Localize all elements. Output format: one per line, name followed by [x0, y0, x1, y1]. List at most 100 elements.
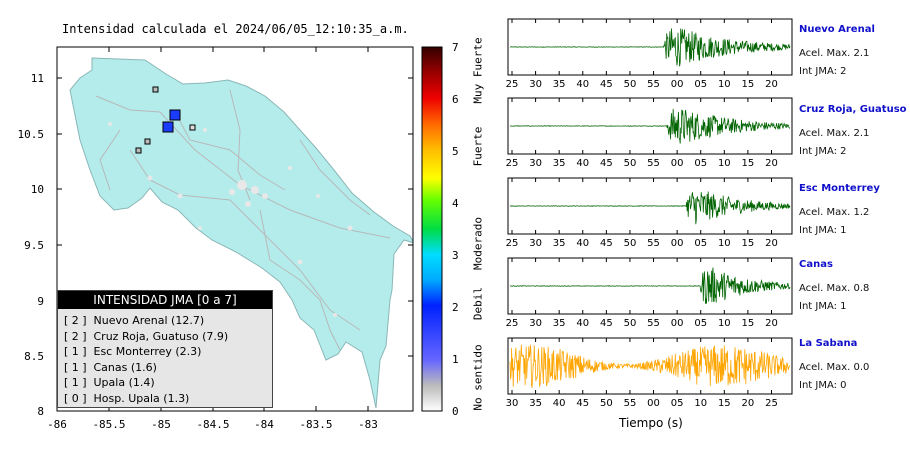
map-frame: [56, 46, 414, 412]
map-tick-labels: -86 -85.5 -85 -84.5 -84 -83.5 -83 11 10.5 10 9.5 9 8…: [18, 72, 378, 431]
seismogram-tick-label: 50: [624, 238, 637, 249]
legend-item: [ 1 ] Esc Monterrey (2.3): [62, 344, 272, 360]
legend-level: [ 1 ]: [64, 376, 87, 389]
seismogram-panel: 25 30 35 40 45 50 55 00 05 10 15 20: [506, 177, 793, 249]
map-x-tick-label: -83: [358, 418, 378, 431]
seismogram-tick-label: 40: [576, 318, 589, 329]
colorbar-tick: 5: [452, 145, 459, 158]
seismogram-tick-label: 25: [506, 158, 519, 169]
station-name-esc-monterrey: Esc Monterrey: [799, 183, 880, 194]
legend-item: [ 1 ] Upala (1.4): [62, 375, 272, 391]
colorbar-tick: 4: [452, 197, 459, 210]
map-y-tick-label: 11: [31, 72, 44, 85]
seismogram-panel: 25 30 35 40 45 50 55 00 05 10 15 20: [506, 257, 793, 329]
seismogram-tick-label: 55: [647, 79, 660, 90]
seismogram-tick-label: 30: [506, 398, 519, 409]
map-x-tick-label: -85.5: [92, 418, 125, 431]
seismogram-panel: 30 35 40 45 50 55 00 05 10 15 20 25: [506, 337, 793, 409]
map-title: Intensidad calculada el 2024/06/05_12:10…: [62, 22, 409, 36]
seismogram-tick-label: 50: [624, 79, 637, 90]
seismogram-tick-label: 20: [765, 318, 778, 329]
legend-item: [ 2 ] Cruz Roja, Guatuso (7.9): [62, 329, 272, 345]
seismogram-trace: [509, 344, 791, 388]
map-x-tick-label: -84: [254, 418, 274, 431]
map-x-tick-label: -86: [47, 418, 67, 431]
seismogram-tick-label: 55: [624, 398, 637, 409]
seismogram-tick-label: 40: [553, 398, 566, 409]
seismogram-panel: 25 30 35 40 45 50 55 00 05 10 15 20: [506, 97, 793, 169]
legend-item: [ 0 ] Hosp. Upala (1.3): [62, 391, 272, 407]
station-int-nuevo-arenal: Int JMA: 2: [799, 66, 847, 77]
colorbar-tick: 3: [452, 249, 459, 262]
legend-level: [ 0 ]: [64, 391, 87, 405]
seismogram-tick-label: 50: [624, 158, 637, 169]
seismogram-tick-label: 30: [529, 238, 542, 249]
station-markers: [135, 86, 196, 154]
seismogram-tick-label: 10: [718, 79, 731, 90]
seismogram-tick-label: 45: [576, 398, 589, 409]
seismogram-tick-label: 40: [576, 238, 589, 249]
seismogram-tick-label: 10: [718, 158, 731, 169]
seismogram-tick-label: 20: [742, 398, 755, 409]
station-marker-canas: [135, 147, 142, 154]
map-x-tick-label: -85: [151, 418, 171, 431]
seismogram-tick-label: 35: [553, 318, 566, 329]
seismogram-tick-label: 15: [718, 398, 731, 409]
seismogram-tick-label: 25: [506, 318, 519, 329]
seismogram-tick-label: 05: [694, 238, 707, 249]
seismogram-tick-label: 25: [506, 238, 519, 249]
seismogram-tick-label: 00: [671, 318, 684, 329]
legend-item: [ 2 ] Nuevo Arenal (12.7): [62, 313, 272, 329]
seismogram-tick-label: 35: [553, 158, 566, 169]
seismogram-tick-label: 35: [553, 238, 566, 249]
station-name-la-sabana: La Sabana: [799, 338, 858, 349]
station-acel-canas: Acel. Max. 0.8: [799, 283, 870, 294]
seismogram-tick-label: 00: [671, 158, 684, 169]
station-name-canas: Canas: [799, 259, 833, 270]
seismogram-tick-label: 15: [742, 158, 755, 169]
costa-rica-landmass: [69, 57, 413, 409]
seismogram-tick-label: 55: [647, 318, 660, 329]
seismogram-tick-label: 50: [600, 398, 613, 409]
station-marker-cruz-roja-guatuso: [162, 121, 174, 133]
seismogram-panel: 25 30 35 40 45 50 55 00 05 10 15 20: [506, 18, 793, 90]
seismogram-tick-label: 40: [576, 79, 589, 90]
station-acel-nuevo-arenal: Acel. Max. 2.1: [799, 48, 870, 59]
seismogram-tick-label: 10: [718, 238, 731, 249]
colorbar-tick: 1: [452, 353, 459, 366]
colorbar-tick: 0: [452, 405, 459, 418]
seismogram-tick-label: 40: [576, 158, 589, 169]
station-name-cruz-roja: Cruz Roja, Guatuso: [799, 104, 907, 115]
colorbar-tick: 6: [452, 93, 459, 106]
seismogram-tick-label: 00: [647, 398, 660, 409]
seismogram-trace: [509, 191, 791, 225]
seismogram-tick-label: 35: [553, 79, 566, 90]
seismogram-tick-label: 00: [671, 79, 684, 90]
seismogram-trace: [509, 267, 791, 304]
map-y-tick-label: 8.5: [24, 350, 44, 363]
legend-list: [ 2 ] Nuevo Arenal (12.7) [ 2 ] Cruz Roj…: [62, 313, 272, 406]
roads: [95, 89, 391, 351]
seismogram-tick-label: 55: [647, 238, 660, 249]
seismogram-trace: [509, 28, 791, 67]
station-name-nuevo-arenal: Nuevo Arenal: [799, 24, 875, 35]
seismogram-x-axis-label: Tiempo (s): [619, 416, 683, 430]
map-y-tick-label: 10.5: [18, 128, 45, 141]
colorbar-tick: 7: [452, 41, 459, 54]
legend-level: [ 2 ]: [64, 329, 87, 343]
station-marker-hosp-upala: [189, 124, 196, 131]
legend-level: [ 1 ]: [64, 360, 87, 374]
seismogram-tick-label: 30: [529, 158, 542, 169]
map-x-tick-label: -84.5: [196, 418, 229, 431]
seismogram-tick-label: 45: [600, 79, 613, 90]
legend-station: Upala (1.4): [93, 376, 155, 389]
legend-level: [ 2 ]: [64, 314, 87, 327]
map-y-tick-label: 9: [37, 295, 44, 308]
seismogram-tick-label: 35: [529, 398, 542, 409]
seismogram-tick-label: 45: [600, 318, 613, 329]
station-acel-esc-monterrey: Acel. Max. 1.2: [799, 207, 870, 218]
legend-level: [ 1 ]: [64, 345, 87, 358]
seismogram-tick-label: 10: [694, 398, 707, 409]
seismogram-tick-label: 05: [694, 79, 707, 90]
